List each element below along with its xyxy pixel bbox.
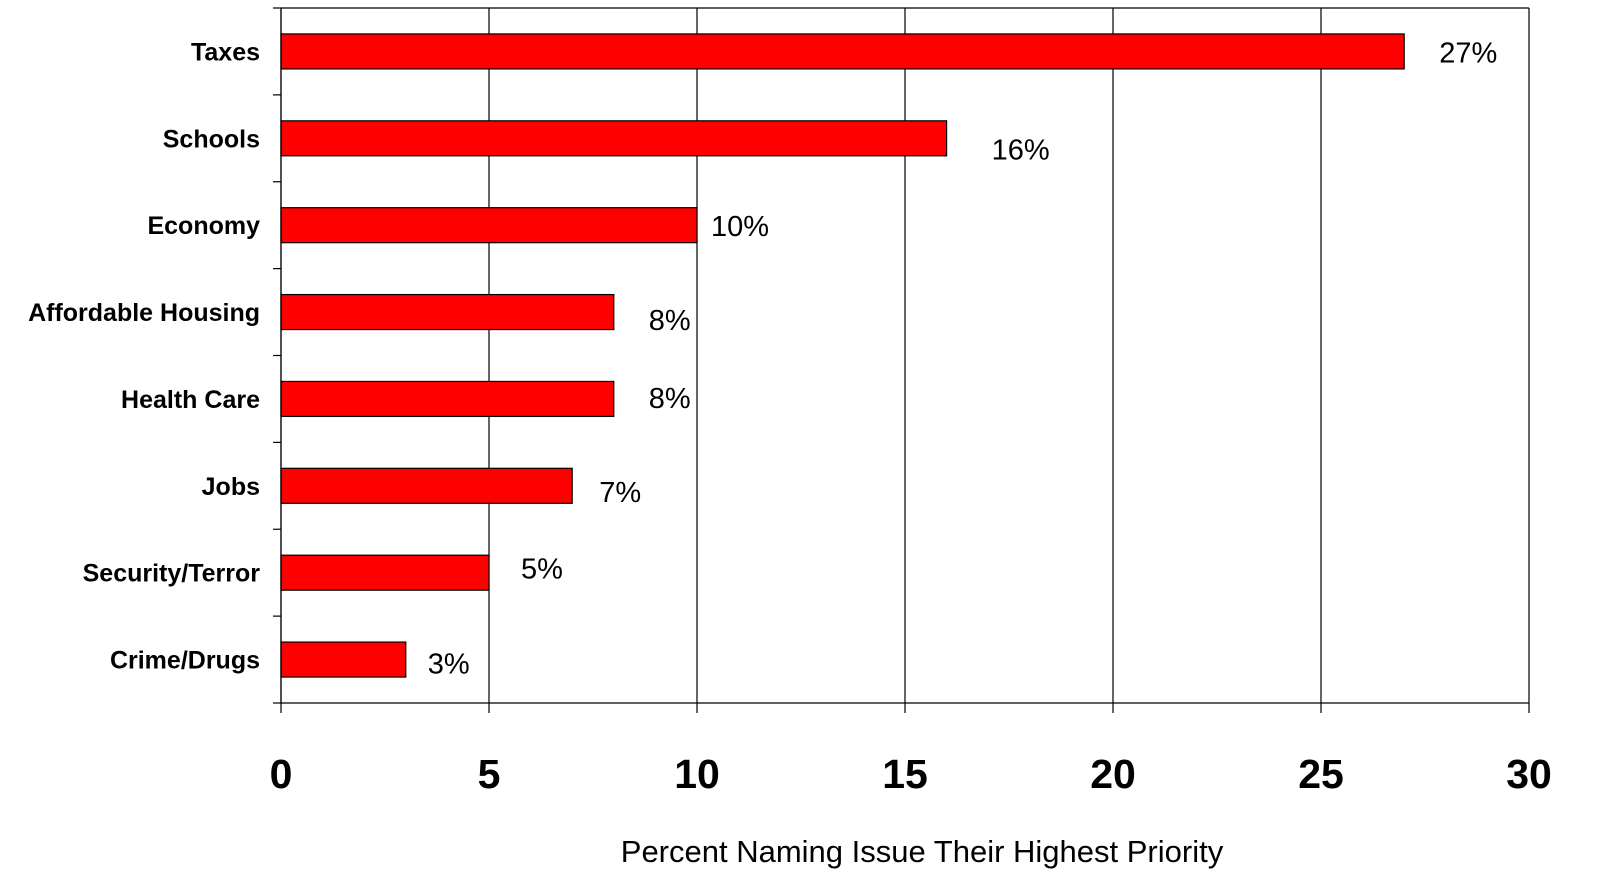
- category-label: Taxes: [191, 38, 260, 66]
- category-label: Schools: [163, 125, 260, 153]
- data-label: 7%: [599, 477, 641, 509]
- data-label: 5%: [521, 554, 563, 586]
- data-label: 8%: [649, 383, 691, 415]
- bar-taxes: [280, 33, 1405, 70]
- data-label: 10%: [711, 211, 769, 243]
- category-label: Health Care: [121, 386, 260, 414]
- x-tick-label-10: 10: [674, 751, 720, 797]
- category-label: Jobs: [202, 473, 260, 501]
- x-tick-label-0: 0: [270, 751, 293, 797]
- bar-jobs: [280, 467, 573, 504]
- category-label: Affordable Housing: [28, 299, 260, 327]
- bar-affordable-housing: [280, 293, 615, 331]
- bar-schools: [280, 120, 948, 157]
- labels: 0 5 10 15 20 25 30 Taxes 27% Schools 16% Economy 10%…: [28, 37, 1552, 797]
- bars: [280, 33, 1405, 678]
- gridlines: [280, 8, 1530, 703]
- x-tick-label-25: 25: [1298, 751, 1344, 797]
- axes: [273, 7, 1530, 713]
- x-tick-label-15: 15: [882, 751, 928, 797]
- data-label: 16%: [992, 134, 1050, 166]
- category-label: Economy: [147, 212, 260, 240]
- x-tick-label-5: 5: [478, 751, 501, 797]
- data-label: 3%: [428, 649, 470, 681]
- data-label: 8%: [649, 305, 691, 337]
- bar-health-care: [280, 380, 615, 418]
- data-label: 27%: [1439, 37, 1497, 69]
- x-tick-label-30: 30: [1506, 751, 1552, 797]
- bar-economy: [280, 207, 698, 244]
- x-axis-title: Percent Naming Issue Their Highest Prior…: [621, 834, 1224, 869]
- category-label: Security/Terror: [83, 560, 261, 588]
- bar-crime-drugs: [280, 641, 407, 678]
- bar-security-terror: [280, 554, 490, 591]
- category-label: Crime/Drugs: [110, 647, 260, 675]
- x-tick-label-20: 20: [1090, 751, 1136, 797]
